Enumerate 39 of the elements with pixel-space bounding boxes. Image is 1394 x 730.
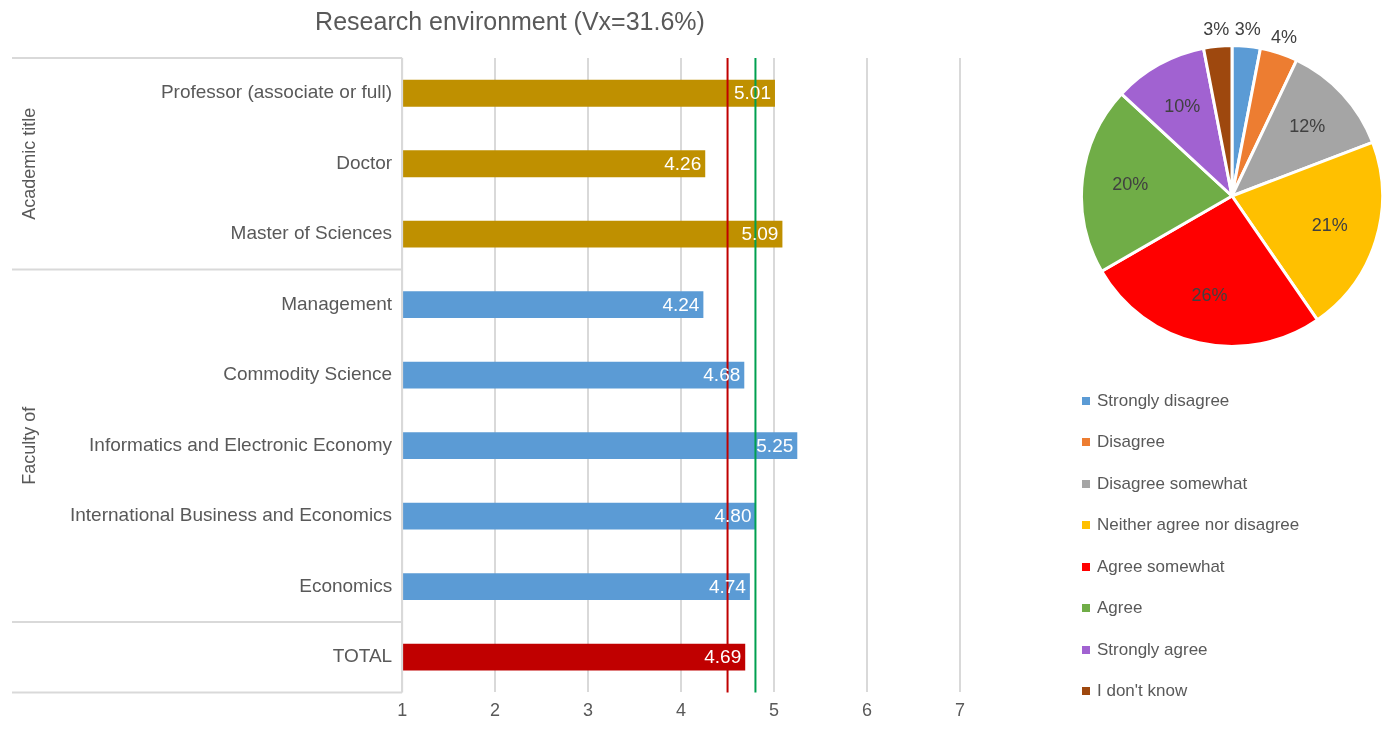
legend-label: Disagree (1097, 432, 1166, 453)
x-tick-label: 5 (769, 700, 780, 721)
data-label: 26% (1191, 284, 1228, 305)
x-tick-label: 2 (490, 700, 501, 721)
legend-label: I don't know (1097, 681, 1188, 702)
y-tick-label: Commodity Science (223, 363, 393, 385)
x-tick-label: 1 (397, 700, 408, 721)
data-label: 4.69 (704, 646, 742, 668)
y-tick-label: International Business and Economics (69, 504, 393, 526)
data-label: 3% (1234, 19, 1261, 40)
legend-label: Strongly agree (1097, 639, 1208, 660)
legend-label: Agree (1097, 598, 1143, 619)
data-label: 3% (1203, 19, 1230, 40)
chart-title: Research environment (Vx=31.6%) (315, 6, 705, 35)
legend-label: Agree somewhat (1097, 556, 1225, 577)
y-tick-label: Doctor (336, 151, 393, 173)
x-tick-label: 4 (676, 700, 687, 721)
x-tick-label: 3 (583, 700, 594, 721)
data-label: 4.26 (664, 152, 702, 174)
data-label: 10% (1164, 95, 1201, 116)
x-tick-label: 6 (862, 700, 873, 721)
y-tick-label: TOTAL (332, 645, 393, 667)
text: Faculty of (18, 405, 39, 485)
y-tick-label: Informatics and Electronic Economy (89, 433, 393, 455)
legend-label: Neither agree nor disagree (1097, 515, 1300, 536)
data-label: 12% (1289, 115, 1326, 136)
data-label: 21% (1311, 215, 1348, 236)
data-label: 4.24 (662, 293, 700, 315)
data-label: 20% (1112, 173, 1149, 194)
legend-label: Disagree somewhat (1097, 473, 1248, 494)
text: Academic title (18, 107, 39, 220)
y-tick-label: Management (281, 292, 393, 314)
y-tick-label: Economics (299, 574, 393, 596)
data-label: 5.25 (756, 434, 794, 456)
data-label: 4% (1270, 26, 1297, 47)
x-tick-label: 7 (954, 700, 966, 721)
y-tick-label: Master of Sciences (230, 222, 393, 244)
y-tick-label: Professor (associate or full) (160, 81, 393, 103)
legend-label: Strongly disagree (1097, 390, 1230, 411)
